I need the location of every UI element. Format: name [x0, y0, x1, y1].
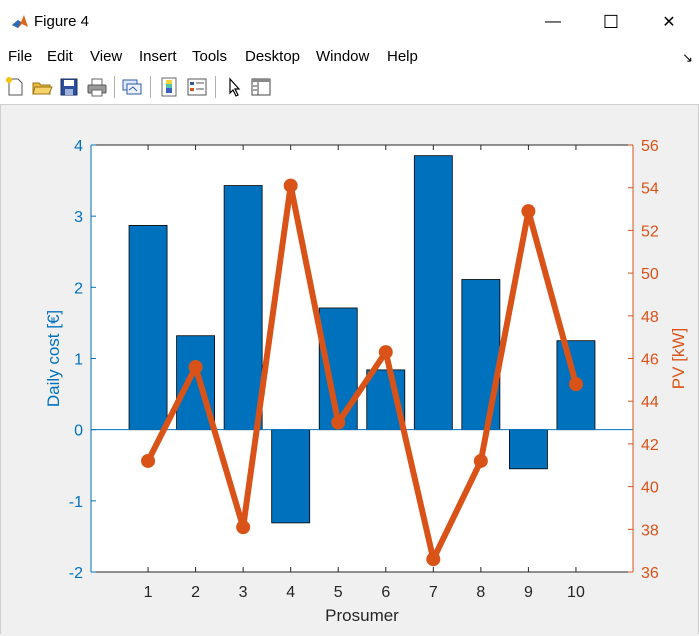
x-tick-label: 4: [286, 584, 295, 601]
left-y-tick-label: 4: [74, 138, 83, 155]
x-tick-label: 2: [191, 584, 200, 601]
toolbar-separator: [114, 76, 115, 98]
right-y-tick-label: 52: [641, 223, 659, 240]
maximize-icon: ☐: [602, 11, 620, 32]
x-tick-label: 1: [144, 584, 153, 601]
right-y-tick-label: 38: [641, 522, 659, 539]
chart: 1 2 3 4 5 6 7 8 9 10-2-10123436384042444648505254…: [44, 138, 688, 625]
bar: [413, 155, 453, 431]
x-tick-label: 7: [429, 584, 438, 601]
bar: [461, 279, 501, 431]
series-point: [236, 520, 251, 535]
bar: [508, 429, 548, 470]
menu-help[interactable]: Help: [387, 48, 418, 65]
right-y-tick-label: 56: [641, 138, 659, 155]
menu-edit[interactable]: Edit: [47, 48, 73, 65]
figure-toolbar: [0, 70, 699, 105]
left-y-tick-label: 2: [74, 280, 83, 297]
bar: [128, 225, 168, 431]
series-point: [568, 377, 583, 392]
series-point: [473, 453, 488, 468]
x-tick-label: 10: [567, 584, 585, 601]
bar: [223, 185, 263, 431]
left-y-tick-label: 1: [74, 352, 83, 369]
insert-legend-icon[interactable]: [186, 76, 208, 98]
series-point: [331, 415, 346, 430]
close-button[interactable]: ✕: [646, 6, 692, 38]
insert-colorbar-icon[interactable]: [158, 76, 180, 98]
property-inspector-icon[interactable]: [250, 76, 272, 98]
menu-tools[interactable]: Tools: [192, 48, 228, 65]
plot-area: [91, 145, 633, 572]
menu-insert[interactable]: Insert: [139, 48, 177, 65]
right-y-tick-label: 44: [641, 394, 659, 411]
series-line: [145, 182, 579, 563]
series-point: [283, 178, 298, 193]
menu-window[interactable]: Window: [316, 48, 370, 65]
right-y-tick-label: 40: [641, 480, 659, 497]
dock-arrow-icon[interactable]: ↘: [682, 50, 693, 65]
maximize-button[interactable]: ☐: [588, 6, 634, 38]
series-point: [188, 360, 203, 375]
right-y-tick-label: 50: [641, 266, 659, 283]
menu-file[interactable]: File: [8, 48, 33, 65]
save-icon[interactable]: [58, 76, 80, 98]
left-y-tick-label: 0: [74, 423, 83, 440]
series-point: [141, 453, 156, 468]
left-y-tick-label: -1: [69, 494, 83, 511]
right-y-tick-label: 42: [641, 437, 659, 454]
x-tick-label: 6: [381, 584, 390, 601]
menu-bar: File Edit View Insert Tools Desktop Wind…: [0, 44, 699, 70]
x-tick-label: 8: [476, 584, 485, 601]
right-y-tick-label: 36: [641, 565, 659, 582]
right-y-tick-label: 48: [641, 309, 659, 326]
title-bar: Figure 4 — ☐ ✕: [0, 0, 699, 44]
series-point: [521, 204, 536, 219]
left-y-tick-label: 3: [74, 209, 83, 226]
x-axis-label: Prosumer: [325, 606, 399, 625]
x-tick-label: 9: [524, 584, 533, 601]
x-tick-label: 3: [239, 584, 248, 601]
series-point: [378, 345, 393, 360]
bar: [271, 429, 311, 524]
right-y-axis-label: PV [kW]: [669, 328, 688, 389]
series-point: [426, 552, 441, 567]
close-icon: ✕: [662, 14, 676, 31]
menu-view[interactable]: View: [90, 48, 123, 65]
right-y-tick-label: 54: [641, 181, 659, 198]
window-title: Figure 4: [34, 13, 90, 30]
toolbar-separator: [215, 76, 216, 98]
left-y-axis-label: Daily cost [€]: [44, 310, 63, 407]
menu-desktop[interactable]: Desktop: [245, 48, 301, 65]
toolbar-separator: [150, 76, 151, 98]
edit-plot-icon[interactable]: [224, 76, 246, 98]
right-y-tick-label: 46: [641, 352, 659, 369]
print-icon[interactable]: [86, 76, 108, 98]
left-y-tick-label: -2: [69, 565, 83, 582]
new-figure-icon[interactable]: [4, 76, 26, 98]
minimize-icon: —: [545, 13, 561, 30]
matlab-logo-icon: [10, 12, 30, 32]
open-file-icon[interactable]: [31, 76, 53, 98]
minimize-button[interactable]: —: [530, 6, 576, 38]
link-plot-icon[interactable]: [121, 76, 143, 98]
x-tick-label: 5: [334, 584, 343, 601]
